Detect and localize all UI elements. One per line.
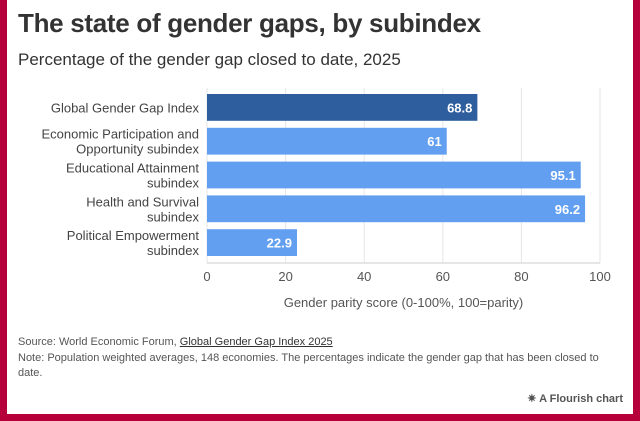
category-label: Global Gender Gap Index [51, 100, 200, 115]
bar-value-label: 96.2 [555, 202, 580, 217]
flourish-credit[interactable]: ✷ A Flourish chart [527, 392, 623, 405]
bar-value-label: 68.8 [447, 100, 472, 115]
bar[interactable] [207, 229, 297, 256]
flourish-icon: ✷ [527, 393, 540, 405]
source-line: Source: World Economic Forum, Global Gen… [18, 335, 618, 350]
bar-chart: 0 20 40 60 80 100 68.8 Global Gender Gap Index 6… [41, 88, 611, 310]
x-tick-label: 20 [278, 269, 292, 284]
x-tick-label: 40 [357, 269, 371, 284]
x-axis-title: Gender parity score (0-100%, 100=parity) [284, 295, 524, 310]
chart-card: The state of gender gaps, by subindex Pe… [7, 0, 633, 414]
category-label: Economic Participation and [41, 127, 199, 142]
category-label: Educational Attainment [66, 161, 199, 176]
bar[interactable] [207, 195, 586, 223]
bar-value-label: 95.1 [550, 168, 575, 183]
chart-subtitle: Percentage of the gender gap closed to d… [18, 50, 401, 69]
x-tick-label: 60 [436, 269, 450, 284]
category-label: subindex [147, 243, 200, 258]
bar[interactable] [207, 127, 447, 155]
x-tick-label: 100 [589, 269, 611, 284]
x-tick-label: 80 [514, 269, 528, 284]
category-label: subindex [147, 209, 200, 224]
bar-value-label: 61 [427, 134, 441, 149]
category-label: subindex [147, 176, 200, 191]
bar[interactable] [207, 161, 581, 189]
category-label: Health and Survival [86, 194, 199, 209]
bar[interactable] [207, 94, 478, 121]
chart-title: The state of gender gaps, by subindex [18, 8, 481, 38]
flourish-credit-text: A Flourish chart [539, 393, 623, 405]
category-label: Political Empowerment [67, 228, 200, 243]
source-link[interactable]: Global Gender Gap Index 2025 [179, 336, 333, 348]
x-tick-label: 0 [203, 269, 210, 284]
bar-value-label: 22.9 [267, 236, 292, 251]
source-text: Source: World Economic Forum, [18, 336, 180, 348]
category-label: Opportunity subindex [76, 142, 199, 157]
note-text: Note: Population weighted averages, 148 … [18, 352, 599, 379]
